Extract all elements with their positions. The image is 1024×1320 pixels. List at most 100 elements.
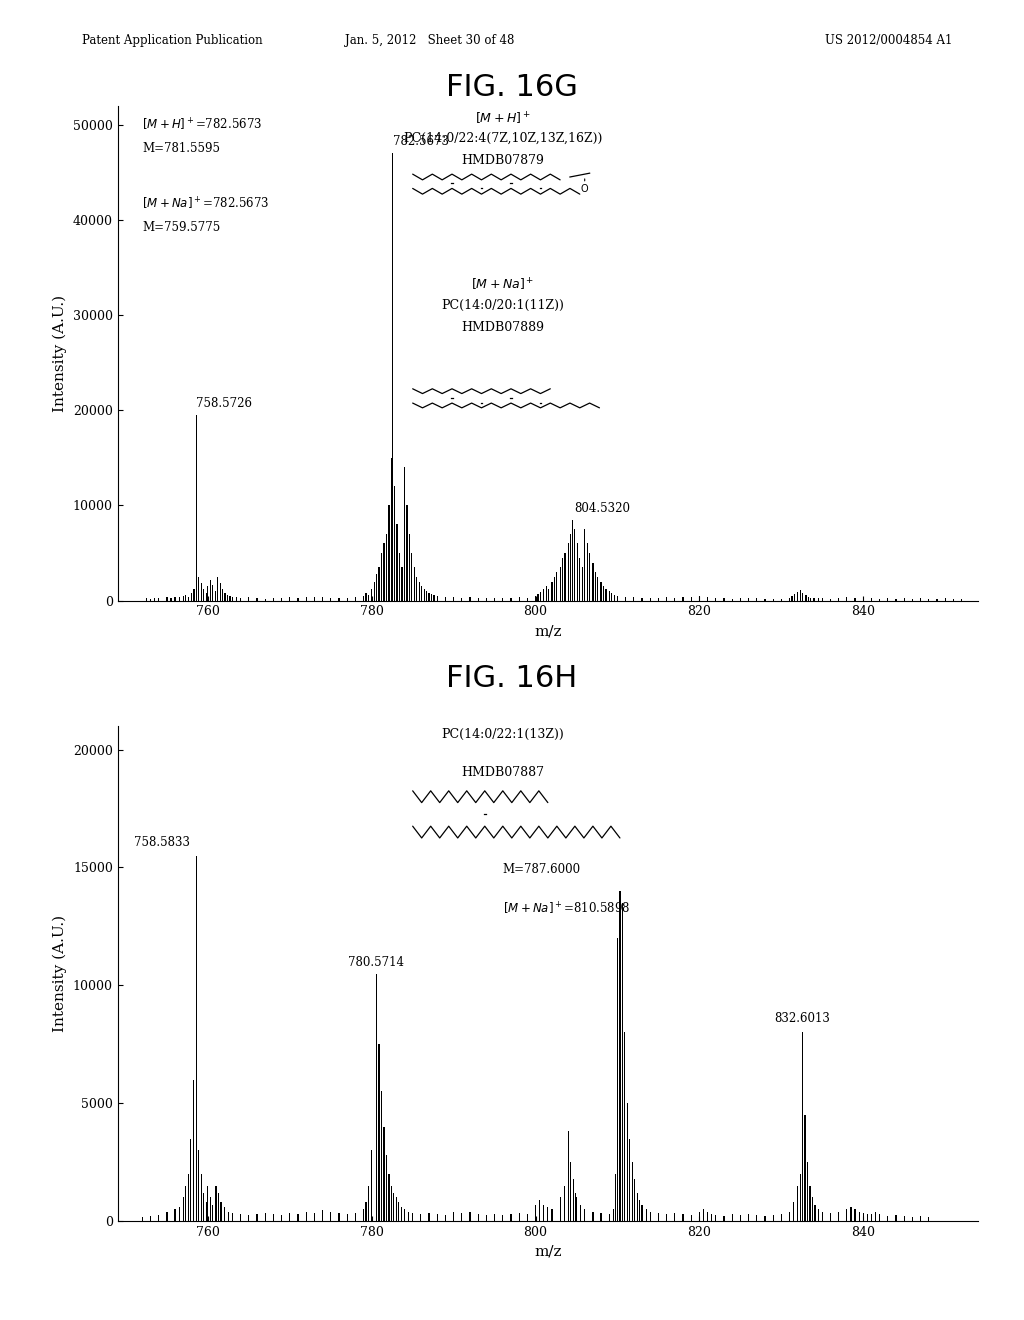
- Bar: [829, 1213, 831, 1221]
- Bar: [854, 598, 856, 601]
- Bar: [526, 598, 528, 601]
- Bar: [805, 595, 807, 601]
- Bar: [616, 595, 618, 601]
- Bar: [178, 1206, 180, 1221]
- Bar: [580, 1204, 582, 1221]
- Bar: [715, 598, 717, 601]
- Bar: [420, 1214, 422, 1221]
- Bar: [846, 597, 848, 601]
- Bar: [611, 593, 612, 601]
- Text: M=787.6000: M=787.6000: [503, 863, 581, 875]
- Bar: [371, 589, 373, 601]
- Bar: [554, 577, 555, 601]
- Bar: [297, 598, 299, 601]
- Bar: [572, 1179, 573, 1221]
- Bar: [346, 1214, 348, 1221]
- Bar: [711, 1214, 713, 1221]
- Bar: [461, 598, 463, 601]
- Bar: [444, 597, 446, 601]
- Bar: [185, 1185, 186, 1221]
- Bar: [620, 891, 621, 1221]
- Bar: [794, 594, 795, 601]
- Bar: [874, 1212, 877, 1221]
- Bar: [210, 579, 211, 601]
- Bar: [854, 1209, 856, 1221]
- Bar: [587, 544, 588, 601]
- Bar: [305, 1212, 307, 1221]
- Bar: [154, 598, 156, 601]
- Bar: [698, 597, 700, 601]
- Bar: [625, 597, 627, 601]
- Bar: [870, 1214, 872, 1221]
- Text: PC(14:0/22:4(7Z,10Z,13Z,16Z)): PC(14:0/22:4(7Z,10Z,13Z,16Z)): [403, 132, 602, 145]
- Bar: [217, 577, 218, 601]
- Bar: [629, 1138, 631, 1221]
- Bar: [584, 1209, 586, 1221]
- Bar: [682, 597, 684, 601]
- Bar: [546, 586, 547, 601]
- Bar: [551, 1209, 553, 1221]
- Bar: [220, 1203, 221, 1221]
- Bar: [166, 1212, 168, 1221]
- Bar: [608, 591, 610, 601]
- Bar: [190, 1138, 191, 1221]
- Bar: [674, 598, 676, 601]
- Bar: [838, 1212, 840, 1221]
- Bar: [797, 1185, 799, 1221]
- Bar: [616, 939, 618, 1221]
- Bar: [780, 1214, 782, 1221]
- Bar: [605, 589, 606, 601]
- Bar: [187, 1173, 188, 1221]
- Bar: [625, 1032, 626, 1221]
- Bar: [215, 1185, 217, 1221]
- Text: HMDB07889: HMDB07889: [461, 321, 545, 334]
- Bar: [201, 1173, 202, 1221]
- Bar: [613, 595, 614, 601]
- Bar: [764, 1216, 766, 1221]
- Bar: [809, 1185, 811, 1221]
- Bar: [388, 1173, 389, 1221]
- Bar: [264, 599, 266, 601]
- Bar: [797, 593, 799, 601]
- Bar: [895, 1216, 897, 1221]
- Bar: [632, 1162, 633, 1221]
- Text: $[M+Na]^+$: $[M+Na]^+$: [471, 277, 535, 293]
- Bar: [627, 1104, 628, 1221]
- Bar: [392, 153, 393, 601]
- Bar: [772, 599, 774, 601]
- Bar: [215, 591, 216, 601]
- Bar: [428, 593, 430, 601]
- Bar: [920, 598, 922, 601]
- Bar: [698, 1212, 700, 1221]
- Bar: [690, 1216, 692, 1221]
- Bar: [575, 1197, 578, 1221]
- Bar: [354, 597, 356, 601]
- Text: PC(14:0/20:1(11Z)): PC(14:0/20:1(11Z)): [441, 298, 564, 312]
- Bar: [313, 597, 315, 601]
- Bar: [862, 597, 864, 601]
- Bar: [548, 589, 549, 601]
- Bar: [903, 598, 905, 601]
- Bar: [584, 529, 586, 601]
- Text: Patent Application Publication: Patent Application Publication: [82, 34, 262, 48]
- Bar: [802, 1032, 803, 1221]
- Bar: [338, 1213, 340, 1221]
- Bar: [206, 593, 207, 601]
- Bar: [603, 586, 604, 601]
- Bar: [187, 597, 188, 601]
- Bar: [477, 1214, 479, 1221]
- Bar: [756, 598, 758, 601]
- Bar: [731, 1214, 733, 1221]
- Bar: [227, 1212, 229, 1221]
- Text: $[M+H]^+$=782.5673: $[M+H]^+$=782.5673: [142, 117, 262, 133]
- Bar: [739, 598, 741, 601]
- Bar: [231, 1213, 233, 1221]
- Bar: [386, 535, 387, 601]
- Bar: [920, 1216, 922, 1221]
- Text: US 2012/0004854 A1: US 2012/0004854 A1: [825, 34, 952, 48]
- Bar: [821, 598, 823, 601]
- Text: 758.5726: 758.5726: [197, 397, 252, 411]
- Bar: [396, 524, 397, 601]
- Bar: [829, 599, 831, 601]
- Bar: [600, 1213, 602, 1221]
